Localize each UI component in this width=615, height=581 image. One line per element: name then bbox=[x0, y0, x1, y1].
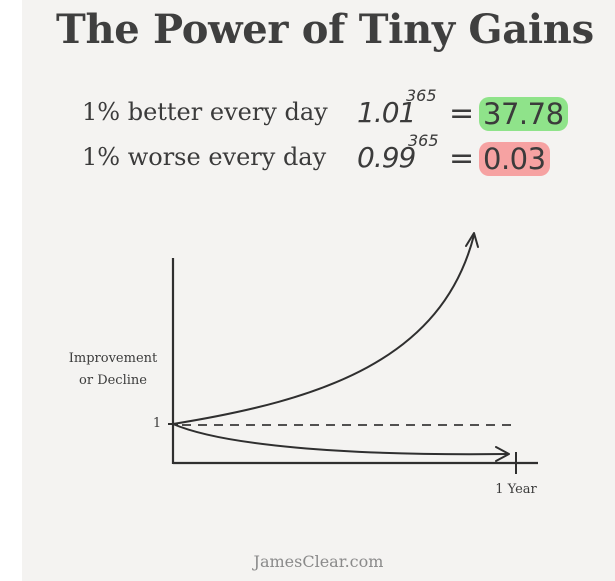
y-axis-label: Improvement or Decline bbox=[58, 348, 168, 392]
decline-arrowhead bbox=[495, 446, 510, 462]
footer-credit: JamesClear.com bbox=[253, 552, 384, 571]
y-tick-label: 1 bbox=[152, 416, 162, 431]
page-title: The Power of Tiny Gains bbox=[56, 6, 594, 53]
worse-equals: = bbox=[449, 141, 475, 176]
better-exponent: 365 bbox=[406, 86, 437, 105]
infographic-card: The Power of Tiny Gains 1% better every … bbox=[22, 0, 615, 581]
growth-chart bbox=[168, 232, 538, 474]
worse-row-label: 1% worse every day bbox=[82, 143, 327, 171]
growth-arrowhead bbox=[465, 232, 479, 248]
worse-exponent: 365 bbox=[408, 131, 439, 150]
x-tick-label: 1 Year bbox=[495, 482, 537, 497]
y-axis-label-line1: Improvement bbox=[68, 351, 158, 366]
worse-base: 0.99 bbox=[357, 141, 416, 174]
decline-curve bbox=[172, 423, 509, 456]
y-axis-label-line2: or Decline bbox=[79, 373, 147, 388]
better-row-label: 1% better every day bbox=[82, 98, 328, 126]
better-equals: = bbox=[449, 96, 475, 131]
growth-curve bbox=[172, 234, 475, 425]
better-base: 1.01 bbox=[357, 96, 416, 129]
worse-result: 0.03 bbox=[479, 142, 550, 176]
better-result: 37.78 bbox=[479, 97, 568, 131]
